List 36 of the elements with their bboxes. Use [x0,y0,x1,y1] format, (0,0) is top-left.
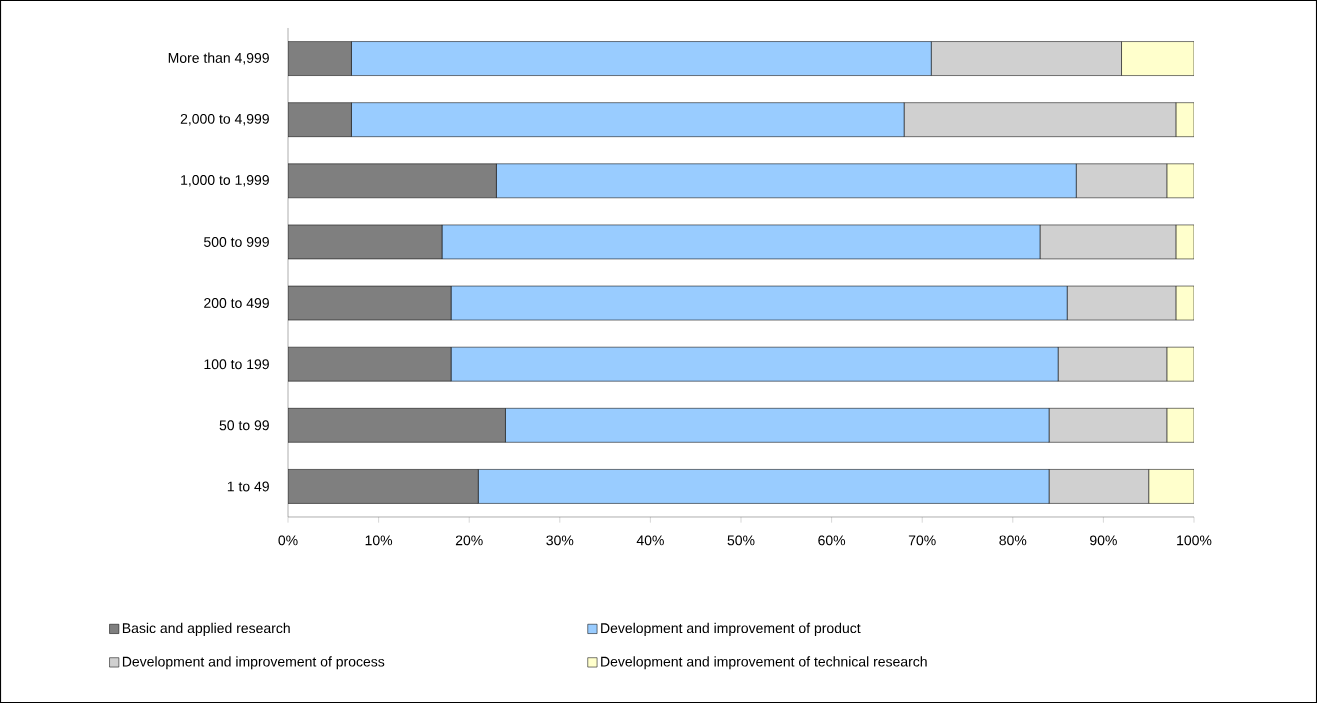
legend-label: Development and improvement of technical research [601,656,927,670]
x-tick-label: 40% [636,535,664,546]
x-tick-label: 50% [727,535,755,546]
bar [1148,469,1194,504]
bar [288,285,452,321]
x-tick-label: 100% [1177,535,1212,546]
legend-label: Development and improvement of process [122,656,385,670]
y-tick-label: 500 to 999 [204,236,269,247]
bar [288,469,479,504]
bar [288,41,352,76]
y-tick-label: 1 to 49 [227,481,269,492]
y-tick-label: 200 to 499 [204,298,269,309]
x-tick-label: 60% [818,535,846,546]
y-tick-label: 1,000 to 1,999 [181,175,269,187]
legend-label: Basic and applied research [122,622,290,636]
bar [288,224,443,260]
bar [288,163,497,199]
x-tick-label: 10% [365,535,393,546]
bar [1121,41,1194,76]
x-tick-label: 90% [1090,535,1117,546]
y-tick-label: 2,000 to 4,999 [180,113,269,126]
y-tick-label: 50 to 99 [219,420,269,431]
x-tick-label: 0% [278,535,298,546]
x-tick-label: 80% [999,535,1027,546]
y-tick-label: 100 to 199 [204,359,269,370]
bar [288,408,506,443]
x-tick-label: 30% [546,535,574,546]
x-tick-label: 20% [455,535,483,546]
bar [288,346,452,382]
y-tick-label: More than 4,999 [168,52,269,65]
bar [288,102,352,137]
bar [1166,408,1194,443]
bar [1166,346,1194,382]
legend-label: Development and improvement of product [601,622,861,636]
x-tick-label: 70% [908,535,936,546]
bar [1166,163,1194,199]
